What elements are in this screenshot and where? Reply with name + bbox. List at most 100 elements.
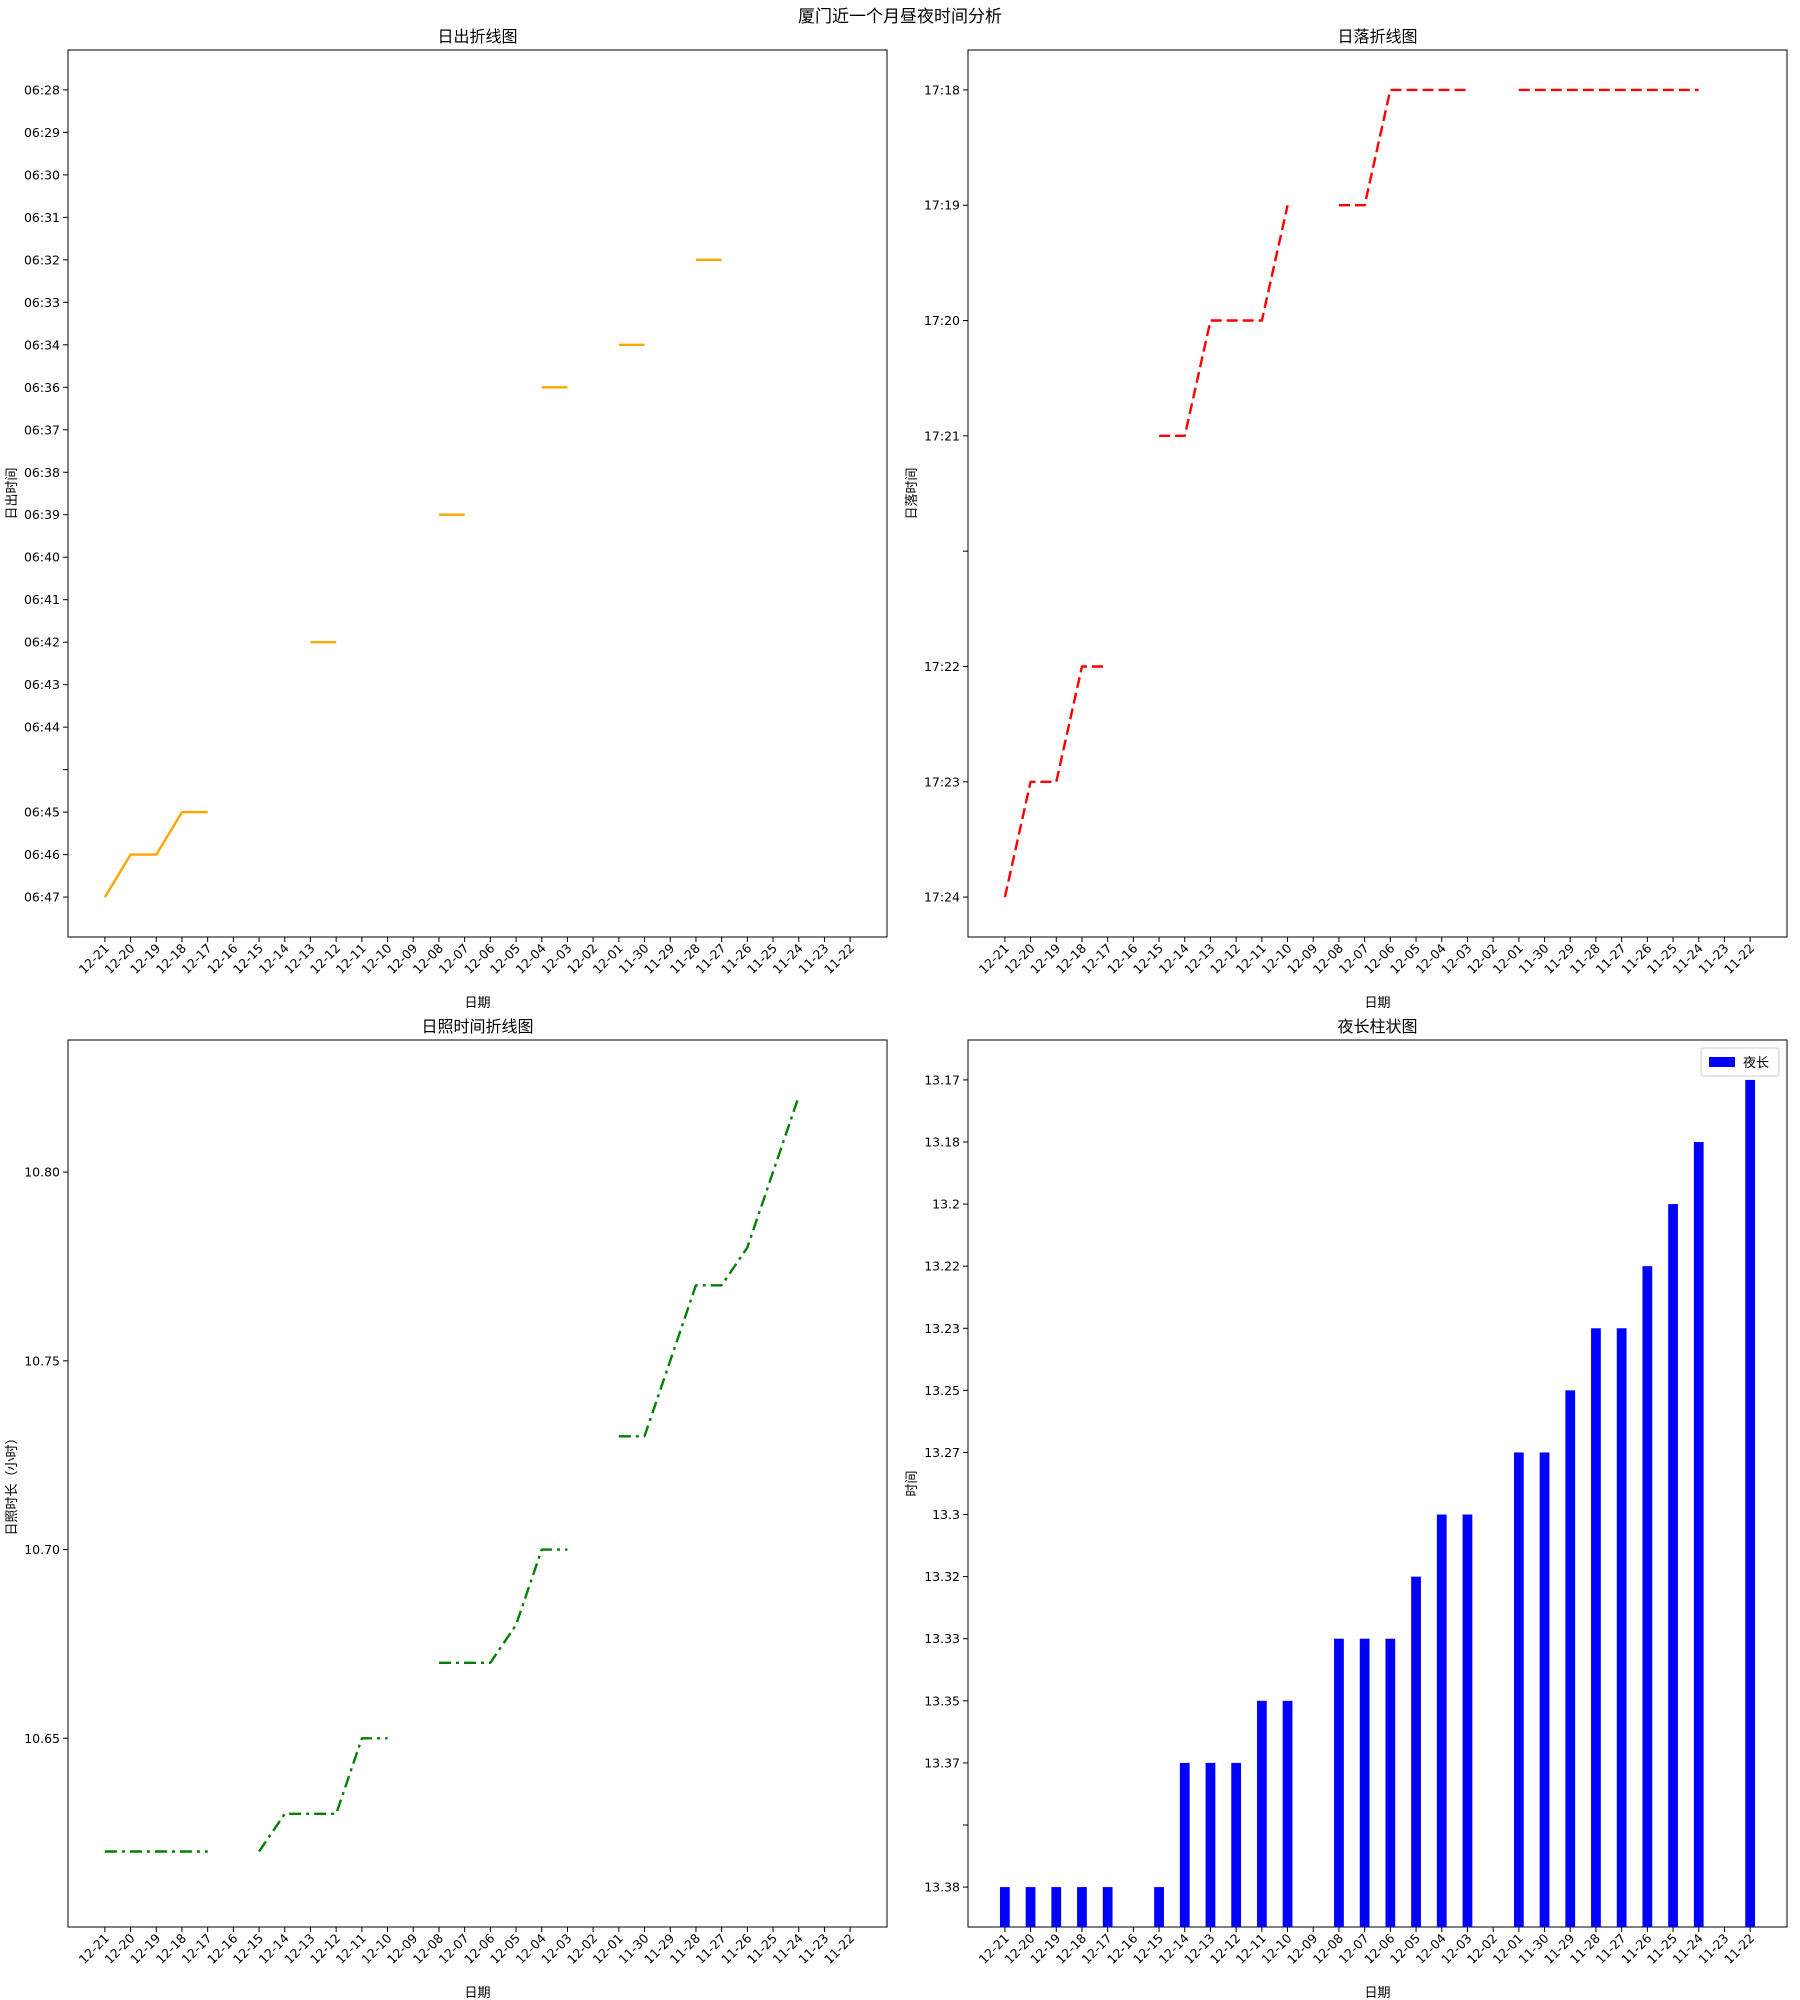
- x-tick-label: 11-22: [821, 1931, 857, 1967]
- bar: [1334, 1638, 1344, 1927]
- y-tick-label: 10.70: [24, 1542, 60, 1557]
- bar: [1539, 1452, 1550, 1927]
- y-tick-label: 13.27: [924, 1445, 960, 1460]
- bar: [1385, 1638, 1396, 1927]
- y-tick-label: 13.22: [924, 1259, 960, 1274]
- y-tick-label: 06:28: [24, 82, 60, 97]
- y-axis-label: 时间: [905, 1470, 920, 1496]
- legend-label: 夜长: [1743, 1056, 1769, 1071]
- bar: [1642, 1266, 1653, 1927]
- x-axis-label: 日期: [1364, 1986, 1390, 2000]
- bar: [1411, 1576, 1421, 1927]
- y-tick-label: 06:41: [24, 592, 60, 607]
- y-tick-label: 13.2: [932, 1197, 960, 1212]
- y-tick-label: 17:21: [924, 428, 960, 443]
- legend-swatch: [1709, 1057, 1735, 1067]
- bar: [1205, 1762, 1216, 1927]
- y-tick-label: 17:24: [924, 890, 960, 905]
- y-tick-label: 13.37: [924, 1755, 960, 1770]
- x-tick-label: 11-22: [821, 941, 857, 977]
- x-axis-label: 日期: [464, 996, 490, 1011]
- chart-title: 夜长柱状图: [1337, 1017, 1417, 1036]
- bar: [1231, 1762, 1242, 1927]
- series-line: [103, 810, 208, 898]
- chart-title: 日出折线图: [437, 27, 517, 46]
- bar: [1256, 1700, 1267, 1927]
- bar: [1591, 1328, 1601, 1927]
- y-tick-label: 06:32: [24, 252, 60, 267]
- series-line: [618, 1096, 800, 1438]
- y-tick-label: 06:45: [24, 805, 60, 820]
- bar: [1668, 1204, 1678, 1927]
- y-tick-label: 06:42: [24, 635, 60, 650]
- bar: [1025, 1887, 1036, 1927]
- y-tick-label: 17:23: [924, 774, 960, 789]
- bar: [1179, 1762, 1190, 1927]
- y-tick-label: 13.38: [924, 1880, 960, 1895]
- y-tick-label: 13.25: [924, 1383, 960, 1398]
- y-tick-label: 06:46: [24, 847, 60, 862]
- series-line: [258, 1737, 388, 1853]
- y-tick-label: 17:18: [924, 82, 960, 97]
- y-axis-label: 日落时间: [905, 467, 920, 519]
- y-tick-label: 10.65: [24, 1731, 60, 1746]
- bar: [999, 1887, 1010, 1927]
- y-tick-label: 13.17: [924, 1072, 960, 1087]
- y-axis-label: 日出时间: [5, 467, 20, 519]
- bar: [1051, 1887, 1062, 1927]
- y-tick-label: 06:34: [24, 337, 60, 352]
- y-tick-label: 13.3: [932, 1507, 960, 1522]
- chart-title: 日照时间折线图: [421, 1017, 533, 1036]
- series-line: [1339, 88, 1468, 207]
- y-tick-label: 06:40: [24, 550, 60, 565]
- bar: [1745, 1079, 1756, 1927]
- bar: [1565, 1390, 1576, 1927]
- y-tick-label: 06:29: [24, 125, 60, 140]
- plot-frame: [67, 1039, 888, 1928]
- y-tick-label: 17:19: [924, 198, 960, 213]
- y-tick-label: 10.75: [24, 1353, 60, 1368]
- bar: [1436, 1514, 1447, 1927]
- bar: [1359, 1638, 1370, 1927]
- y-tick-label: 13.32: [924, 1569, 960, 1584]
- x-tick-label: 11-22: [1721, 1931, 1757, 1967]
- y-tick-label: 13.35: [924, 1693, 960, 1708]
- y-tick-label: 17:20: [924, 313, 960, 328]
- bar: [1282, 1700, 1293, 1927]
- chart-title: 日落折线图: [1337, 27, 1417, 46]
- y-tick-label: 06:39: [24, 507, 60, 522]
- series-line: [1003, 665, 1108, 898]
- series-line: [439, 1548, 568, 1665]
- y-tick-label: 06:31: [24, 210, 60, 225]
- y-tick-label: 06:43: [24, 677, 60, 692]
- plot-frame: [67, 49, 888, 938]
- x-axis-label: 日期: [1364, 996, 1390, 1011]
- bar: [1077, 1887, 1087, 1927]
- series-line: [1159, 204, 1289, 437]
- bar: [1693, 1142, 1704, 1927]
- y-tick-label: 13.18: [924, 1135, 960, 1150]
- legend-box: [1700, 1047, 1780, 1077]
- y-tick-label: 06:33: [24, 295, 60, 310]
- y-tick-label: 13.33: [924, 1631, 960, 1646]
- x-axis-label: 日期: [464, 1986, 490, 2000]
- y-tick-label: 17:22: [924, 659, 960, 674]
- y-tick-label: 06:37: [24, 422, 60, 437]
- plot-frame: [967, 49, 1788, 938]
- bar: [1462, 1514, 1473, 1927]
- y-tick-label: 10.80: [24, 1165, 60, 1180]
- bar: [1154, 1887, 1164, 1927]
- plot-frame: [967, 1039, 1788, 1928]
- bar: [1102, 1887, 1113, 1927]
- y-tick-label: 06:44: [24, 720, 60, 735]
- y-tick-label: 06:47: [24, 890, 60, 905]
- y-axis-label: 日照时长（小时）: [5, 1431, 20, 1535]
- bar: [1513, 1452, 1524, 1927]
- y-tick-label: 13.23: [924, 1321, 960, 1336]
- figure-title: 厦门近一个月昼夜时间分析: [798, 7, 1002, 27]
- y-tick-label: 06:30: [24, 167, 60, 182]
- y-tick-label: 06:36: [24, 380, 60, 395]
- y-tick-label: 06:38: [24, 465, 60, 480]
- x-tick-label: 11-22: [1721, 941, 1757, 977]
